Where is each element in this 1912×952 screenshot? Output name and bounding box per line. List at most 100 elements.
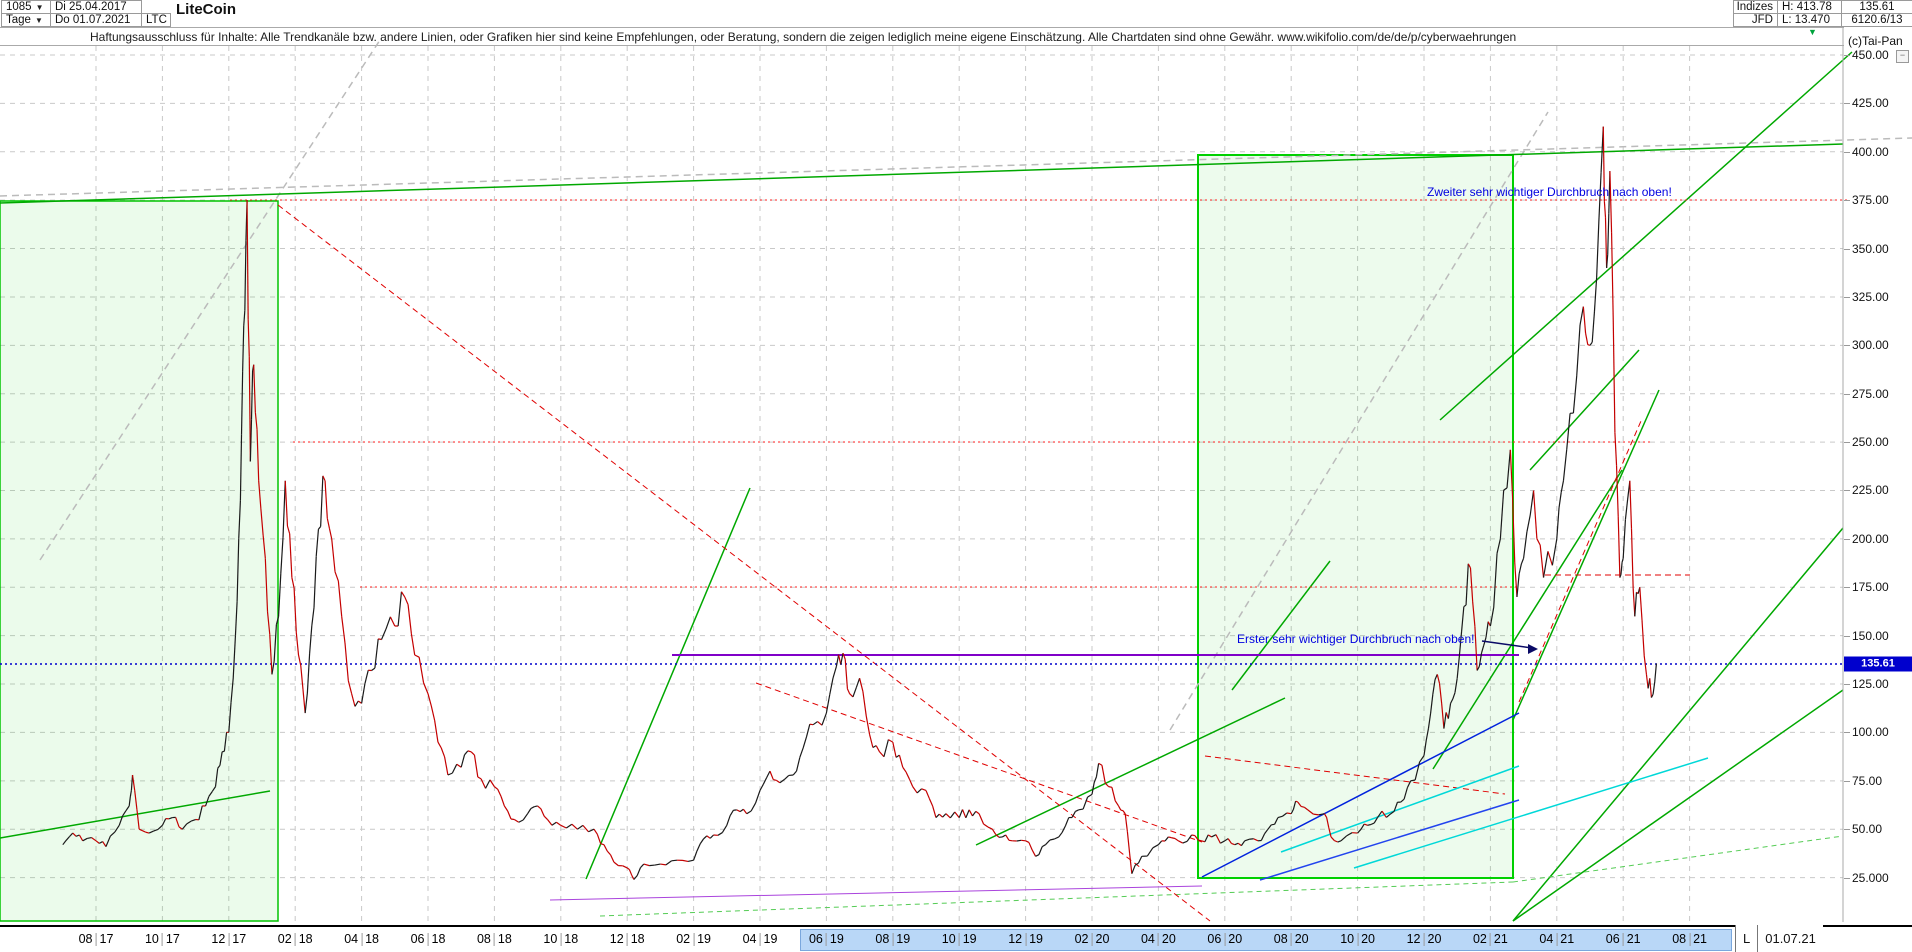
price-series [1191,834,1196,837]
price-series [660,863,667,866]
time-range-highlight [800,929,1732,951]
price-series [837,654,842,665]
feed-status-icon: ▼ [1808,27,1817,37]
start-date-cell[interactable]: Di 25.04.2017 [50,0,142,14]
price-scale-label: 300.00 [1852,338,1889,353]
price-series [795,757,801,772]
price-series [293,587,297,633]
price-series [640,863,645,869]
price-series [1652,681,1656,695]
price-series [404,596,409,605]
price-series [1126,831,1131,854]
price-series [1463,604,1467,608]
price-series [289,533,293,578]
price-series [921,788,927,792]
price-series [965,809,970,819]
price-series [1654,663,1657,682]
price-series [78,834,84,842]
price-series [1621,558,1624,563]
price-series [769,770,774,780]
price-series [244,240,247,311]
price-series [1264,828,1269,835]
price-series [91,837,97,842]
indizes-label[interactable]: Indizes [1733,0,1777,14]
price-series [1385,813,1392,818]
price-series [1295,800,1299,803]
price-series [1465,563,1469,606]
disclaimer-text: Haftungsausschluss für Inhalte: Alle Tre… [90,29,1517,44]
time-scale-label: 02 18 [277,932,313,946]
price-series [898,754,904,768]
price-series [1131,864,1136,874]
price-series [1472,601,1476,627]
price-series [1403,787,1408,800]
price-series [243,310,246,327]
trendline [1512,835,1844,883]
price-series [1634,592,1638,617]
price-series [1536,538,1541,546]
price-series [1016,839,1022,842]
start-date: Di 25.04.2017 [55,1,127,13]
price-series [371,667,376,671]
price-series [380,628,387,640]
price-series [875,745,881,753]
price-series [1576,324,1581,376]
last-date: 01.07.21 [1757,925,1823,952]
price-series [746,810,752,815]
price-series [1649,678,1653,698]
price-series [1152,844,1159,849]
price-series [543,815,548,820]
price-series [908,778,914,787]
price-series [739,808,744,813]
price-series [246,200,249,320]
price-series [978,813,985,825]
collapse-icon[interactable]: − [1896,50,1909,63]
period-dropdown[interactable]: Tage ▼ [1,13,51,27]
price-scale-label: 350.00 [1852,241,1889,256]
trendline [1529,349,1640,471]
price-series [351,693,356,707]
price-series [1307,809,1314,815]
price-series [750,802,757,812]
price-series [633,875,638,880]
trendline [1259,799,1520,881]
time-scale-label: 08 18 [476,932,512,946]
price-series [699,838,705,845]
price-series [1164,836,1169,842]
price-series [1419,755,1425,763]
price-series [1008,839,1013,842]
price-series [1485,621,1489,638]
price-series [407,604,412,634]
price-series [1624,499,1629,520]
time-scale-label: 06 19 [808,932,844,946]
time-scale-label: 10 20 [1340,932,1375,946]
price-series [1041,844,1046,848]
price-series [547,819,553,826]
time-scale-label: 06 20 [1207,932,1243,946]
price-series [1551,538,1558,566]
price-series [628,869,633,876]
time-scale-label: 04 20 [1140,932,1176,946]
time-scale-label: 08 17 [78,932,114,946]
price-series [82,837,88,842]
price-series [766,770,771,778]
price-tick [1844,829,1850,831]
price-series [253,364,256,413]
price-series [842,652,846,660]
price-series [295,632,300,656]
price-scale-label: 325.00 [1852,289,1889,304]
price-series [1182,840,1188,844]
price-series [1511,496,1516,563]
volume-cell: 6120.6/13 [1841,13,1912,27]
price-series [1506,449,1511,488]
price-series [1281,812,1288,817]
price-series [1622,519,1627,559]
trendline [599,881,1514,917]
end-date-cell[interactable]: Do 01.07.2021 [50,13,142,27]
price-series [958,809,964,818]
price-series [1620,562,1623,575]
time-scale[interactable]: 08 17 10 17 12 17 02 18 04 18 06 18 08 18 10 18 12 18 02 19… [0,925,1912,952]
price-series [949,811,956,819]
